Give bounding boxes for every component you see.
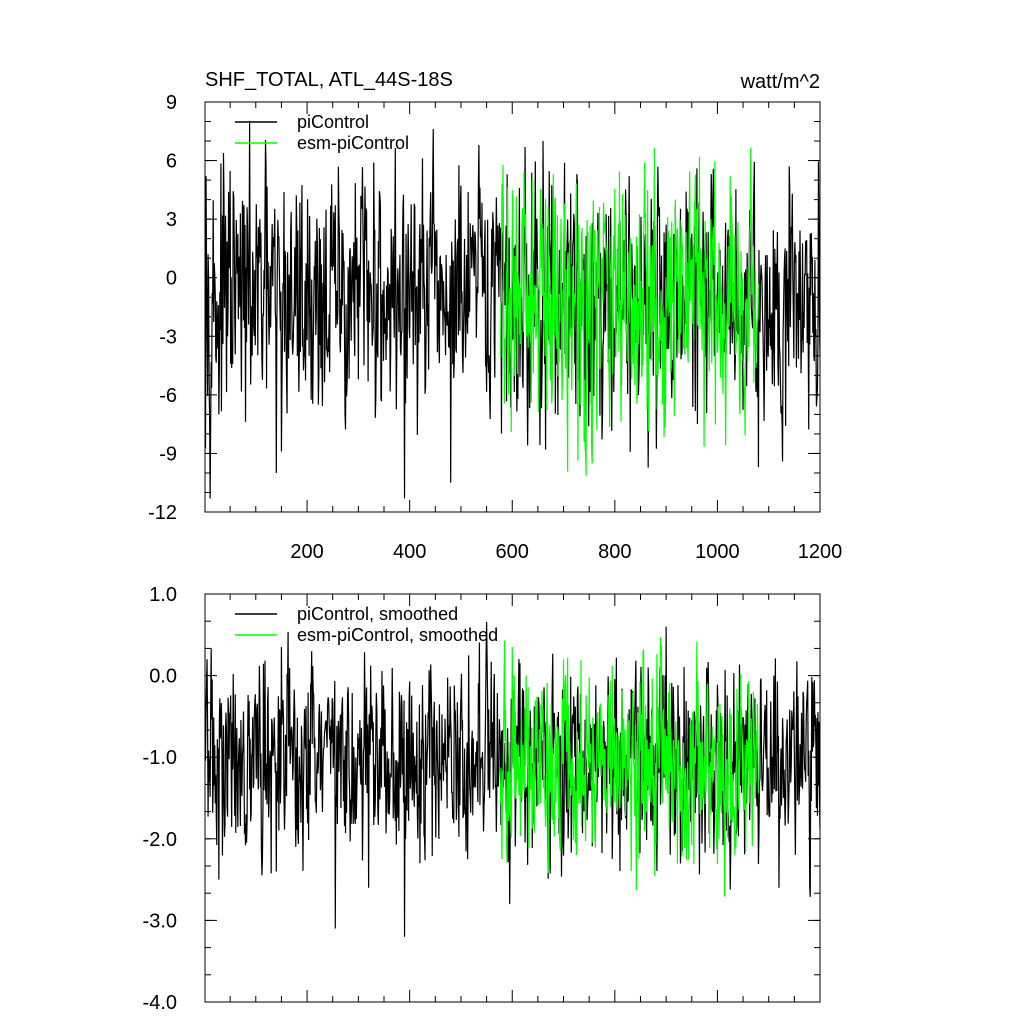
y-tick-label: 3 xyxy=(166,209,177,231)
y-tick-label: 9 xyxy=(166,92,177,114)
x-tick-label: 1000 xyxy=(695,541,740,563)
x-tick-label: 1200 xyxy=(798,541,843,563)
legend-label: esm-piControl, smoothed xyxy=(297,625,498,645)
y-tick-label: -1.0 xyxy=(143,747,177,769)
series-line-esm-picontrol-smoothed xyxy=(499,637,760,897)
chart-panel-2: 1.0 0.0 -1.0 -2.0 -3.0 -4.0 piControl, smoothe… xyxy=(143,584,821,1014)
y-tick-label: -4.0 xyxy=(143,992,177,1014)
series-line-esm-picontrol xyxy=(499,147,760,476)
legend-label: piControl, smoothed xyxy=(297,604,458,624)
x-tick-label: 200 xyxy=(290,541,323,563)
chart-panel-1: 9 6 3 0 -3 -6 -9 -12 200 400 600 800 1000 1200 SHF_TOT… xyxy=(148,69,842,563)
y-tick-label: 0 xyxy=(166,268,177,290)
chart-title: SHF_TOTAL, ATL_44S-18S xyxy=(205,69,453,91)
legend-label: esm-piControl xyxy=(297,133,409,153)
y-tick-label: -3 xyxy=(159,326,177,348)
y-tick-label: 6 xyxy=(166,151,177,173)
legend-label: piControl xyxy=(297,112,369,132)
y-tick-label: 0.0 xyxy=(149,666,177,688)
y-tick-label: 1.0 xyxy=(149,584,177,606)
x-tick-label: 800 xyxy=(598,541,631,563)
x-tick-label: 600 xyxy=(496,541,529,563)
y-tick-label: -9 xyxy=(159,443,177,465)
y-tick-label: -3.0 xyxy=(143,910,177,932)
x-tick-label: 400 xyxy=(393,541,426,563)
units-label: watt/m^2 xyxy=(740,71,820,93)
y-tick-label: -6 xyxy=(159,385,177,407)
y-tick-label: -12 xyxy=(148,502,177,524)
y-tick-label: -2.0 xyxy=(143,829,177,851)
